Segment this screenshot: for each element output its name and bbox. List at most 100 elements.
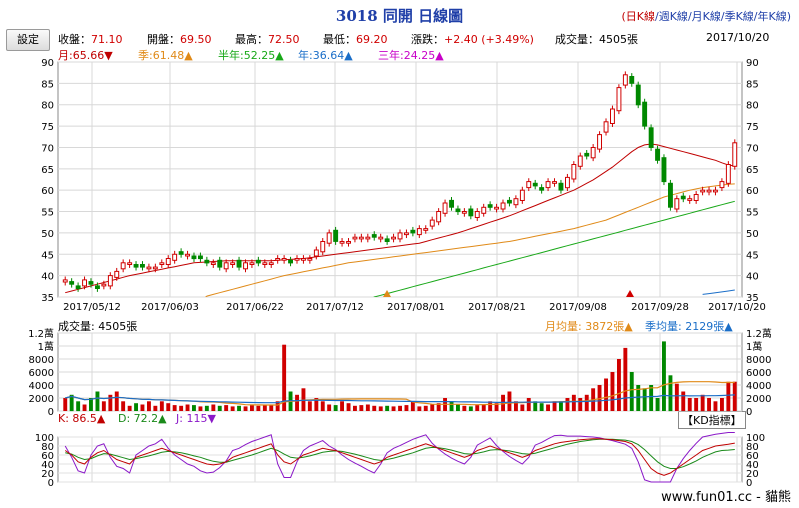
ma-year-legend: 年:36.64▲	[298, 49, 353, 62]
volume-tick-left: 4000	[29, 381, 54, 392]
candle-body	[133, 264, 139, 268]
candle-body	[687, 198, 693, 201]
candle-body	[513, 198, 519, 206]
volume-tick-right: 1.2萬	[746, 327, 772, 340]
volume-bar	[69, 394, 74, 412]
volume-bar	[514, 401, 518, 412]
candle-body	[661, 157, 667, 183]
price-tick-right: 55	[746, 208, 759, 219]
ma-month-line	[65, 143, 735, 294]
ma-month-legend: 月:65.66▼	[58, 49, 113, 62]
candle-body	[719, 181, 725, 189]
monthly-k-link[interactable]: /月K線	[687, 10, 721, 23]
volume-tick-left: 1萬	[38, 340, 54, 353]
candle-body	[307, 258, 313, 261]
candle-body	[333, 229, 339, 242]
volume-bar	[539, 403, 544, 411]
kd-tick-left: 40	[41, 460, 54, 471]
change-quote: 漲跌：+2.40 (+3.49%)	[411, 33, 534, 46]
volume-bar	[636, 385, 641, 411]
price-tick-right: 85	[746, 79, 759, 90]
candle-body	[629, 76, 635, 84]
candle-body	[410, 229, 416, 234]
candle-body	[275, 258, 281, 261]
candle-body	[700, 189, 706, 193]
candle-body	[693, 194, 699, 201]
open-quote: 開盤：69.50	[147, 33, 212, 46]
volume-bar	[166, 403, 171, 411]
volume-bar	[250, 405, 254, 411]
quarterly-k-link[interactable]: /季K線	[720, 10, 754, 23]
volume-bar	[520, 404, 525, 411]
candle-body	[82, 279, 87, 287]
candle-body	[429, 219, 435, 227]
d-line	[65, 438, 735, 469]
volume-bar	[707, 398, 711, 411]
candle-body	[404, 232, 409, 236]
candle-body	[577, 155, 583, 167]
candle-body	[243, 262, 249, 270]
kd-tick-right: 40	[746, 460, 759, 471]
candle-body	[217, 259, 223, 268]
volume-bar	[720, 398, 724, 411]
volume-bar	[378, 406, 383, 411]
volume-bar	[604, 378, 608, 411]
volume-bar	[95, 391, 100, 411]
candle-body	[320, 241, 326, 253]
candle-body	[468, 208, 474, 217]
candle-body	[223, 262, 229, 270]
kd-tick-left: 80	[41, 442, 54, 453]
chart-title: 3018 同開 日線圖	[335, 7, 464, 25]
volume-bar	[559, 401, 563, 412]
volume-bar	[372, 405, 377, 411]
candle-body	[204, 259, 210, 264]
volume-bar	[565, 398, 570, 411]
volume-bar	[76, 401, 81, 412]
volume-bar	[610, 372, 615, 411]
candle-body	[725, 164, 731, 184]
candle-body	[159, 262, 165, 265]
kd-tick-right: 0	[746, 478, 752, 489]
kd-tick-left: 0	[48, 478, 54, 489]
volume-bar	[159, 401, 164, 412]
yearly-k-link[interactable]: /年K線)	[753, 10, 791, 23]
candle-body	[288, 259, 294, 264]
volume-tick-right: 4000	[746, 381, 771, 392]
candle-body	[610, 108, 615, 124]
volume-tick-right: 0	[746, 407, 752, 418]
candle-body	[152, 266, 158, 270]
weekly-k-link[interactable]: /週K線	[655, 10, 688, 23]
candle-body	[268, 262, 274, 265]
daily-k-link[interactable]: (日K線	[621, 10, 656, 23]
volume-bar	[404, 405, 409, 411]
candle-body	[584, 152, 590, 157]
price-tick-right: 90	[746, 58, 759, 69]
price-tick-left: 40	[41, 272, 54, 283]
candle-body	[101, 283, 107, 287]
candle-body	[590, 147, 596, 159]
candle-body	[75, 285, 81, 289]
volume-bar	[127, 405, 132, 411]
volume-quote: 成交量：4505張	[555, 33, 638, 46]
price-tick-left: 75	[41, 122, 54, 133]
x-tick-label: 2017/08/21	[468, 302, 526, 313]
candle-body	[249, 262, 255, 265]
price-tick-left: 80	[41, 101, 54, 112]
j-legend: J: 115▼	[176, 412, 216, 425]
volume-bar	[449, 401, 454, 412]
candle-body	[539, 187, 545, 191]
candle-body	[185, 253, 191, 257]
volume-bar	[494, 403, 499, 411]
ma-half-line	[373, 200, 735, 297]
volume-season-avg-line	[65, 394, 735, 404]
x-tick-label: 2017/05/12	[63, 302, 121, 313]
volume-tick-right: 8000	[746, 355, 771, 366]
volume-bar	[217, 405, 222, 411]
settings-button[interactable]: 設定	[6, 29, 50, 51]
candle-body	[680, 195, 686, 200]
volume-bar	[507, 391, 512, 411]
ma-season-legend: 季:61.48▲	[138, 49, 193, 62]
volume-bar	[687, 398, 692, 411]
volume-bar	[430, 404, 435, 411]
